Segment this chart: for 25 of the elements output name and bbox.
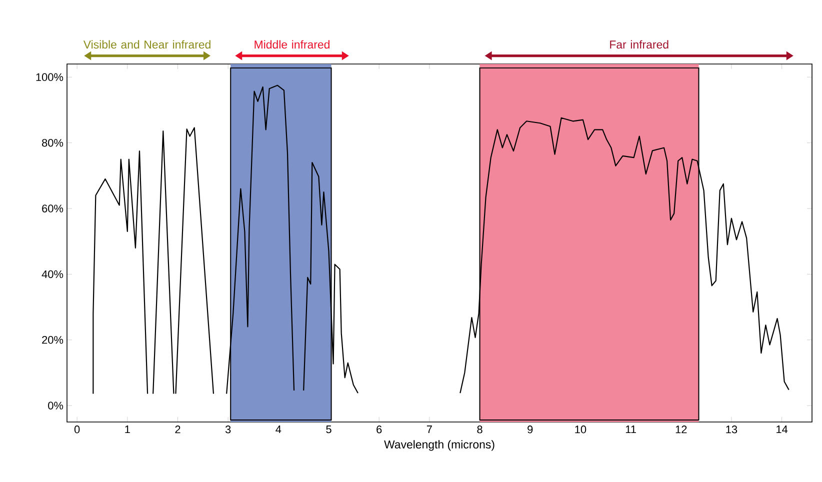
x-tick-label: 14 [776,426,788,434]
x-tick-label: 0 [74,426,80,434]
x-tick-label: 1 [125,426,130,434]
x-tick-label: 3 [225,426,231,434]
x-axis-title: Wavelength (microns) [384,440,494,451]
x-tick-label: 10 [575,426,586,434]
x-tick-label: 2 [175,426,180,434]
x-tick-label: 13 [726,426,738,434]
x-tick-label: 4 [276,426,282,434]
x-tick-label: 7 [426,426,432,434]
x-tick-label: 8 [477,426,482,434]
y-tick-label: 100% [36,73,64,82]
y-tick-label: 60% [42,204,64,212]
x-tick-label: 9 [528,426,533,434]
text: Middle infrared [254,40,330,49]
text: Visible and Near infrared [83,40,210,49]
x-tick-label: 6 [376,426,382,434]
x-tick-label: 12 [676,426,687,434]
x-tick-label: 11 [626,426,636,434]
y-tick-label: 0% [48,402,64,410]
y-tick-label: 20% [42,336,64,344]
text: Far infrared [610,40,668,49]
x-tick-label: 5 [326,426,332,434]
y-tick-label: 80% [42,138,64,147]
y-tick-label: 40% [42,270,64,278]
